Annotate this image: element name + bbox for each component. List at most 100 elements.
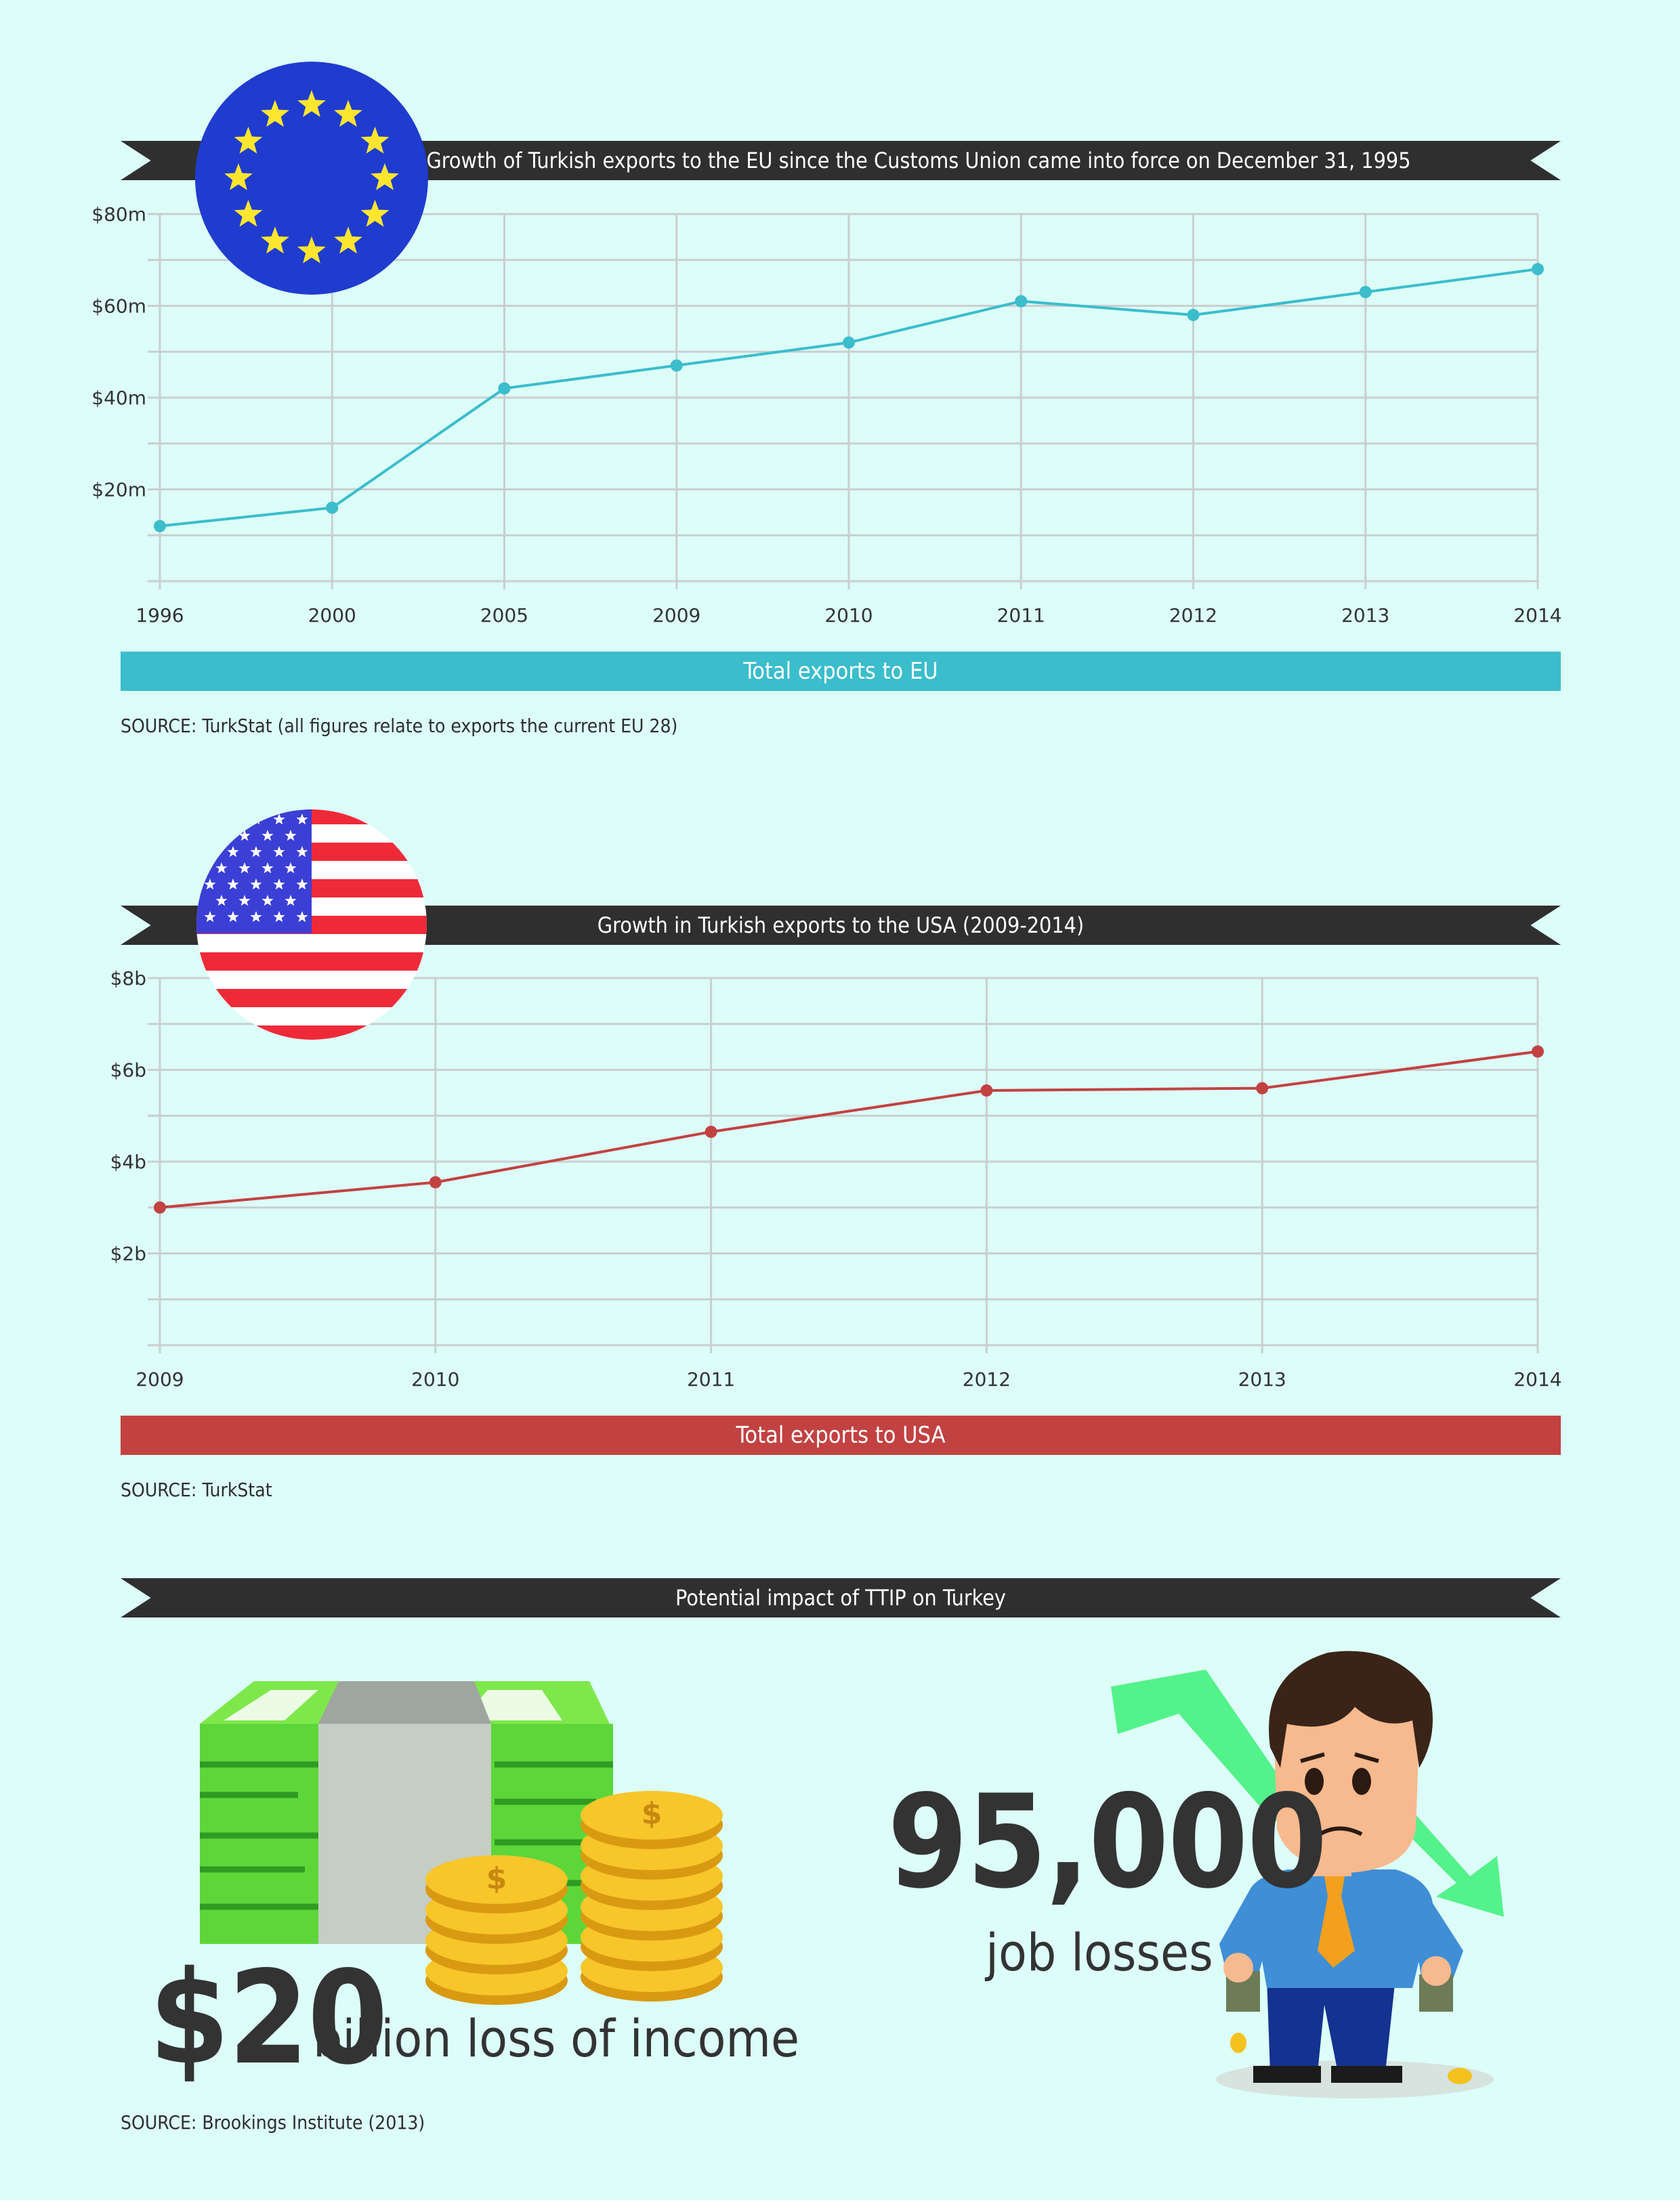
eu-star-icon <box>360 127 390 154</box>
usa-source: SOURCE: TurkStat <box>121 1479 272 1501</box>
us-star-icon <box>261 862 274 874</box>
coins-icon: $$ <box>425 1791 723 2005</box>
us-star-icon <box>296 879 308 890</box>
us-star-icon <box>261 830 274 841</box>
eu-star-icon <box>234 127 263 154</box>
usa-exports-chart: $2b $4b $6b $8b 2009 2010 2011 2012 2013 2014 <box>110 967 1562 1391</box>
eu-star-icon <box>297 90 326 117</box>
eu-star-icon <box>334 100 362 127</box>
usa-data-point <box>429 1176 442 1189</box>
us-star-icon <box>296 813 308 825</box>
usa-y-tick-label: $8b <box>110 967 146 990</box>
eu-y-tick-label: $20m <box>91 479 146 501</box>
eu-data-point <box>1359 286 1372 299</box>
eu-star-icon <box>261 100 289 127</box>
us-star-icon <box>285 862 297 874</box>
us-star-icon <box>215 862 228 874</box>
eu-data-point <box>154 520 166 532</box>
eu-flag-icon <box>195 62 428 295</box>
us-star-icon <box>250 911 262 923</box>
us-star-icon <box>250 846 262 858</box>
us-star-icon <box>227 911 239 923</box>
eu-data-point <box>326 501 339 514</box>
usa-data-point <box>705 1125 717 1138</box>
jobs-text: job losses <box>986 1922 1213 1983</box>
eu-data-point <box>1187 309 1200 322</box>
usa-x-tick-label: 2012 <box>963 1368 1011 1391</box>
eu-x-tick-label: 2014 <box>1513 604 1561 627</box>
usa-x-tick-label: 2014 <box>1513 1368 1561 1391</box>
us-star-icon <box>273 813 285 825</box>
eu-x-tick-label: 2005 <box>480 604 528 627</box>
eu-star-icon <box>371 163 399 190</box>
eu-x-tick-label: 2009 <box>652 604 700 627</box>
usa-y-tick-label: $2b <box>110 1243 146 1265</box>
usa-x-tick-label: 2013 <box>1238 1368 1286 1391</box>
us-stripe <box>196 989 427 1007</box>
us-stripe <box>196 952 427 971</box>
eu-x-tick-label: 1996 <box>135 604 184 627</box>
us-star-icon <box>285 830 297 841</box>
us-star-icon <box>215 895 228 906</box>
eu-data-point <box>670 359 683 372</box>
usa-chart-title: Growth in Turkish exports to the USA (20… <box>597 912 1085 938</box>
usa-legend-bar: Total exports to USA <box>121 1416 1561 1455</box>
dollar-sign-icon: $ <box>486 1861 507 1896</box>
usa-x-tick-label: 2010 <box>411 1368 459 1391</box>
eu-exports-chart: $20m $40m $60m $80m 1996 2000 2005 2009 2010 2011… <box>91 203 1561 627</box>
eu-y-tick-label: $80m <box>91 203 146 226</box>
us-star-icon <box>227 846 239 858</box>
eu-data-point <box>1015 295 1028 308</box>
coin-face <box>581 1791 723 1840</box>
usa-y-tick-label: $6b <box>110 1059 146 1082</box>
usa-legend-label: Total exports to USA <box>736 1422 946 1449</box>
us-star-icon <box>261 895 274 906</box>
us-stripe <box>196 1025 427 1040</box>
us-star-icon <box>273 911 285 923</box>
ttip-title-ribbon: Potential impact of TTIP on Turkey <box>121 1578 1561 1617</box>
eu-x-tick-label: 2010 <box>824 604 873 627</box>
eu-source: SOURCE: TurkStat (all figures relate to … <box>121 715 678 737</box>
eu-star-icon <box>234 200 263 227</box>
ttip-source: SOURCE: Brookings Institute (2013) <box>121 2111 425 2134</box>
eu-chart-title: Growth of Turkish exports to the EU sinc… <box>426 148 1411 173</box>
jobs-number: 95,000 <box>887 1767 1328 1917</box>
us-star-icon <box>215 830 228 841</box>
usa-data-point <box>980 1084 993 1097</box>
eu-y-tick-label: $40m <box>91 387 146 409</box>
us-star-icon <box>273 846 285 858</box>
us-star-icon <box>227 879 239 890</box>
eu-star-icon <box>360 200 390 227</box>
money-stack-icon <box>200 1681 613 1944</box>
income-text: billion loss of income <box>313 2008 800 2069</box>
us-star-icon <box>204 846 216 858</box>
eu-star-icon <box>224 163 253 190</box>
us-star-icon <box>296 846 308 858</box>
us-flag-icon <box>196 809 427 1040</box>
eu-x-tick-label: 2000 <box>308 604 356 627</box>
income-number: $20 <box>149 1943 388 2093</box>
usa-data-point <box>154 1201 166 1214</box>
usa-x-tick-label: 2009 <box>135 1368 184 1391</box>
us-star-icon <box>227 813 239 825</box>
usa-x-tick-label: 2011 <box>687 1368 735 1391</box>
usa-data-point <box>1532 1045 1544 1058</box>
us-star-icon <box>204 813 216 825</box>
eu-data-point <box>1532 263 1544 276</box>
coin-face <box>425 1855 568 1904</box>
usa-y-tick-label: $4b <box>110 1151 146 1173</box>
eu-data-point <box>498 382 511 395</box>
eu-star-icon <box>297 236 326 263</box>
usa-data-point <box>1256 1082 1269 1095</box>
us-star-icon <box>238 862 251 874</box>
us-star-icon <box>285 895 297 906</box>
eu-star-icon <box>261 226 289 254</box>
us-star-icon <box>296 911 308 923</box>
usa-series-line <box>159 1050 1538 1209</box>
eu-x-tick-label: 2011 <box>997 604 1045 627</box>
eu-legend-label: Total exports to EU <box>743 658 938 685</box>
eu-y-tick-label: $60m <box>91 295 146 318</box>
eu-data-point <box>843 336 855 349</box>
us-star-icon <box>238 895 251 906</box>
